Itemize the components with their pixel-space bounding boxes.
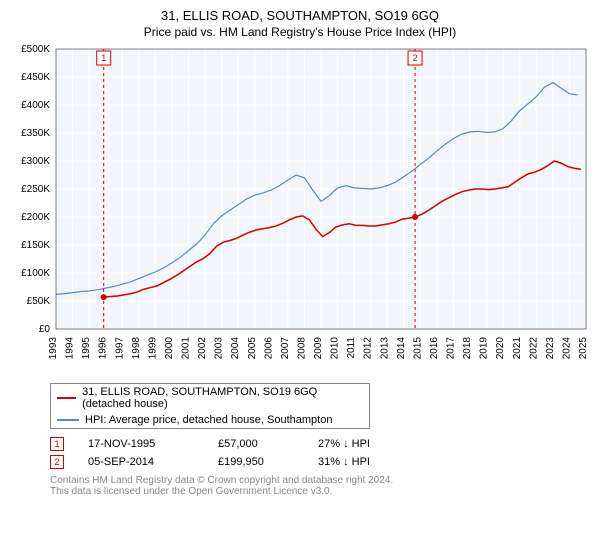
svg-text:£150K: £150K (21, 240, 50, 251)
svg-text:2024: 2024 (561, 337, 572, 360)
svg-text:2007: 2007 (280, 337, 291, 360)
svg-text:£50K: £50K (27, 296, 51, 307)
svg-text:2010: 2010 (330, 337, 341, 360)
svg-text:2019: 2019 (479, 337, 490, 360)
legend-box: 31, ELLIS ROAD, SOUTHAMPTON, SO19 6GQ (d… (50, 383, 370, 429)
svg-text:2002: 2002 (197, 337, 208, 360)
legend-swatch (57, 419, 79, 421)
svg-text:£300K: £300K (21, 156, 50, 167)
svg-text:2008: 2008 (296, 337, 307, 360)
event-badge: 1 (50, 437, 64, 451)
svg-text:1996: 1996 (98, 337, 109, 360)
svg-text:1999: 1999 (147, 337, 158, 360)
event-delta: 31% ↓ HPI (318, 456, 370, 468)
svg-text:1998: 1998 (131, 337, 142, 360)
event-price: £199,950 (218, 456, 318, 468)
svg-text:2004: 2004 (230, 337, 241, 360)
svg-text:2015: 2015 (412, 337, 423, 360)
svg-text:2000: 2000 (164, 337, 175, 360)
event-date: 17-NOV-1995 (88, 438, 218, 450)
svg-text:1994: 1994 (65, 337, 76, 360)
chart-title: 31, ELLIS ROAD, SOUTHAMPTON, SO19 6GQ (10, 8, 590, 23)
legend-label: HPI: Average price, detached house, Sout… (85, 414, 332, 426)
svg-text:2021: 2021 (512, 337, 523, 360)
svg-text:£450K: £450K (21, 72, 50, 83)
footer-line: Contains HM Land Registry data © Crown c… (50, 475, 590, 486)
svg-text:2014: 2014 (396, 337, 407, 360)
legend-item: HPI: Average price, detached house, Sout… (51, 412, 369, 428)
svg-text:£100K: £100K (21, 268, 50, 279)
svg-text:2003: 2003 (214, 337, 225, 360)
chart-area: £0 £50K £100K £150K £200K £250K £300K £350K £400… (10, 45, 590, 375)
svg-text:2011: 2011 (346, 337, 357, 359)
svg-text:1993: 1993 (48, 337, 59, 360)
event-delta: 27% ↓ HPI (318, 438, 370, 450)
svg-text:2017: 2017 (446, 337, 457, 360)
event-row: 1 17-NOV-1995£57,00027% ↓ HPI (50, 437, 590, 451)
footer-line: This data is licensed under the Open Gov… (50, 486, 590, 497)
chart-subtitle: Price paid vs. HM Land Registry's House … (10, 25, 590, 39)
event-badge: 2 (50, 455, 64, 469)
svg-text:2025: 2025 (578, 337, 589, 360)
svg-text:1: 1 (101, 53, 106, 63)
svg-text:2013: 2013 (379, 337, 390, 360)
svg-text:£0: £0 (39, 324, 51, 335)
footer-attribution: Contains HM Land Registry data © Crown c… (50, 475, 590, 497)
svg-text:1997: 1997 (114, 337, 125, 360)
svg-text:2: 2 (413, 53, 418, 63)
svg-text:2022: 2022 (528, 337, 539, 360)
svg-text:£400K: £400K (21, 100, 50, 111)
line-chart: £0 £50K £100K £150K £200K £250K £300K £350K £400… (10, 45, 590, 375)
svg-text:2005: 2005 (247, 337, 258, 360)
svg-text:2018: 2018 (462, 337, 473, 360)
event-row: 2 05-SEP-2014£199,95031% ↓ HPI (50, 455, 590, 469)
svg-text:2020: 2020 (495, 337, 506, 360)
svg-text:2012: 2012 (363, 337, 374, 360)
svg-text:2001: 2001 (181, 337, 192, 360)
svg-text:2006: 2006 (263, 337, 274, 360)
svg-text:2016: 2016 (429, 337, 440, 360)
svg-text:£350K: £350K (21, 128, 50, 139)
svg-text:2023: 2023 (545, 337, 556, 360)
legend-swatch (57, 397, 76, 399)
svg-text:£250K: £250K (21, 184, 50, 195)
event-date: 05-SEP-2014 (88, 456, 218, 468)
svg-text:1995: 1995 (81, 337, 92, 360)
svg-text:£200K: £200K (21, 212, 50, 223)
svg-text:2009: 2009 (313, 337, 324, 360)
event-price: £57,000 (218, 438, 318, 450)
legend-label: 31, ELLIS ROAD, SOUTHAMPTON, SO19 6GQ (d… (82, 386, 363, 410)
legend-item: 31, ELLIS ROAD, SOUTHAMPTON, SO19 6GQ (d… (51, 384, 369, 412)
event-list: 1 17-NOV-1995£57,00027% ↓ HPI 2 05-SEP-2014… (50, 437, 590, 469)
svg-text:£500K: £500K (21, 45, 50, 55)
